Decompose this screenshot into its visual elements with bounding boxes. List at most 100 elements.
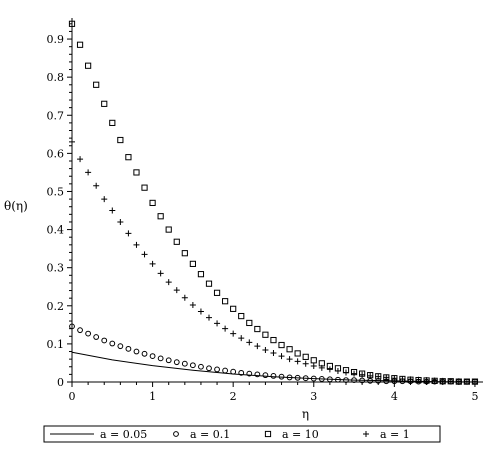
- data-point-circle: [214, 366, 220, 373]
- series: [68, 20, 479, 385]
- data-point-square: [85, 62, 92, 69]
- data-point-square: [117, 136, 124, 144]
- data-point-plus: [294, 358, 301, 365]
- data-point-circle: [189, 362, 196, 369]
- y-tick-label: 0.9: [47, 33, 65, 46]
- data-point-circle: [343, 377, 349, 383]
- data-point-square: [238, 312, 245, 320]
- data-point-square: [93, 81, 100, 88]
- data-point-circle: [359, 377, 366, 384]
- data-point-circle: [326, 376, 333, 383]
- data-point-plus: [343, 369, 349, 376]
- data-point-plus: [69, 138, 75, 145]
- data-point-plus: [359, 371, 366, 378]
- legend-label: a = 1: [380, 428, 410, 441]
- data-point-square: [246, 319, 253, 327]
- data-point-circle: [262, 372, 269, 379]
- data-point-plus: [222, 325, 229, 332]
- data-point-plus: [383, 374, 390, 381]
- data-point-square: [264, 430, 272, 438]
- y-axis-title: θ(η): [4, 199, 28, 213]
- y-tick-label: 0.1: [47, 338, 65, 351]
- axes: [71, 18, 483, 383]
- data-point-circle: [351, 377, 357, 383]
- data-point-plus: [399, 375, 406, 382]
- data-point-square: [157, 213, 164, 220]
- data-point-plus: [270, 350, 277, 357]
- data-point-square: [278, 341, 285, 349]
- data-point-plus: [133, 241, 140, 248]
- data-point-circle: [254, 371, 261, 378]
- data-point-plus: [165, 279, 172, 286]
- data-point-plus: [439, 377, 446, 384]
- legend-item: a = 0.1: [173, 428, 230, 441]
- data-point-square: [68, 20, 76, 27]
- legend-item: a = 1: [363, 428, 410, 441]
- data-point-circle: [286, 374, 293, 381]
- data-point-plus: [125, 230, 132, 237]
- data-point-circle: [133, 348, 140, 355]
- data-point-circle: [310, 375, 317, 382]
- x-tick-label: 3: [310, 390, 317, 403]
- data-point-square: [302, 353, 309, 360]
- data-point-plus: [423, 377, 430, 384]
- data-point-plus: [447, 378, 454, 385]
- series-1: [71, 351, 475, 383]
- legend-item: a = 10: [264, 428, 319, 441]
- data-point-plus: [173, 287, 180, 294]
- data-point-plus: [77, 156, 84, 163]
- data-point-circle: [294, 374, 301, 381]
- series-3: [68, 20, 479, 385]
- data-point-plus: [117, 218, 124, 225]
- data-point-square: [286, 346, 293, 353]
- y-tick-label: 0.3: [47, 262, 65, 275]
- data-point-square: [205, 280, 213, 287]
- data-point-square: [76, 41, 84, 48]
- data-point-plus: [351, 370, 358, 377]
- data-point-circle: [222, 367, 229, 374]
- data-point-plus: [407, 376, 414, 383]
- data-point-circle: [165, 357, 172, 364]
- data-point-plus: [302, 360, 309, 367]
- data-point-circle: [318, 376, 325, 382]
- data-point-plus: [334, 367, 341, 374]
- data-point-square: [141, 184, 148, 191]
- x-tick-label: 4: [391, 390, 398, 403]
- data-point-square: [181, 250, 188, 257]
- data-point-plus: [363, 431, 369, 437]
- y-tick-label: 0: [57, 376, 64, 389]
- data-point-plus: [310, 362, 317, 369]
- data-point-plus: [471, 378, 478, 385]
- data-point-square: [109, 119, 116, 126]
- data-point-circle: [109, 340, 116, 347]
- data-point-circle: [77, 327, 83, 334]
- data-point-circle: [93, 334, 100, 340]
- data-point-circle: [230, 368, 237, 375]
- data-point-square: [222, 298, 229, 305]
- data-point-square: [197, 271, 205, 278]
- data-point-plus: [149, 260, 156, 267]
- data-point-plus: [189, 302, 196, 309]
- data-point-circle: [149, 353, 156, 359]
- data-point-plus: [463, 378, 470, 385]
- y-tick-label: 0.4: [47, 224, 65, 237]
- data-point-square: [294, 350, 301, 357]
- y-tick-label: 0.7: [47, 109, 65, 122]
- y-tick-label: 0.6: [47, 147, 65, 160]
- series-4: [69, 138, 478, 385]
- data-point-plus: [318, 364, 325, 371]
- data-point-plus: [214, 320, 221, 327]
- data-point-plus: [197, 308, 204, 315]
- data-point-plus: [101, 196, 108, 203]
- y-tick-label: 0.5: [47, 185, 65, 198]
- data-point-square: [270, 336, 277, 344]
- data-point-circle: [302, 375, 309, 382]
- data-point-plus: [391, 375, 398, 382]
- data-point-circle: [141, 350, 148, 357]
- data-point-square: [101, 100, 108, 107]
- data-point-plus: [93, 182, 100, 189]
- data-point-plus: [254, 343, 261, 350]
- x-tick-label: 0: [69, 390, 76, 403]
- data-point-circle: [335, 376, 341, 383]
